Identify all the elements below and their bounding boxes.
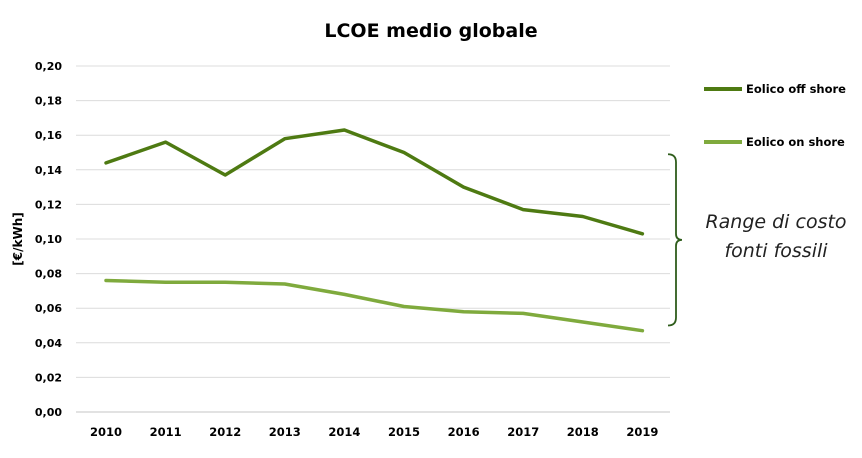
legend-item-offshore: Eolico off shore	[704, 82, 846, 96]
x-tick-label: 2012	[209, 425, 241, 439]
series-line-onshore	[104, 278, 645, 333]
x-tick-label: 2017	[507, 425, 539, 439]
y-tick-label: 0,18	[35, 95, 62, 108]
annotation-line-2: fonti fossili	[724, 240, 828, 262]
y-tick-label: 0,14	[35, 164, 62, 177]
series-line-offshore	[104, 128, 645, 236]
y-tick-label: 0,16	[35, 129, 62, 142]
x-tick-label: 2018	[567, 425, 599, 439]
legend-label-offshore: Eolico off shore	[746, 82, 846, 96]
x-tick-label: 2013	[269, 425, 301, 439]
fossil-range-annotation: Range di costo fonti fossili	[690, 208, 862, 266]
y-tick-label: 0,08	[35, 268, 62, 281]
x-tick-label: 2014	[328, 425, 360, 439]
y-tick-label: 0,00	[35, 406, 62, 419]
y-axis-ticks: 0,00 0,02 0,04 0,06 0,08 0,10 0,12 0,14 0,16 0,18…	[35, 60, 62, 419]
y-tick-label: 0,04	[35, 337, 62, 350]
y-tick-label: 0,10	[35, 233, 62, 246]
chart-title: LCOE medio globale	[324, 20, 538, 42]
y-axis-label: [€/kWh]	[11, 212, 25, 265]
curly-brace	[667, 153, 683, 327]
x-axis-ticks: 2010 2011 2012 2013 2014 2015 2016 2017 2018 2019	[90, 425, 658, 439]
x-tick-label: 2010	[90, 425, 122, 439]
legend-label-onshore: Eolico on shore	[746, 135, 845, 149]
series-lines	[104, 128, 645, 333]
x-tick-label: 2016	[448, 425, 480, 439]
y-tick-label: 0,20	[35, 60, 62, 73]
y-tick-label: 0,12	[35, 198, 62, 211]
annotation-line-1: Range di costo	[705, 211, 847, 233]
x-tick-label: 2011	[150, 425, 182, 439]
gridlines	[76, 65, 670, 413]
x-tick-label: 2019	[626, 425, 658, 439]
legend-swatch-offshore	[704, 87, 742, 91]
legend-swatch-onshore	[704, 140, 742, 144]
range-bracket	[667, 153, 683, 327]
y-tick-label: 0,02	[35, 371, 62, 384]
x-tick-label: 2015	[388, 425, 420, 439]
y-tick-label: 0,06	[35, 302, 62, 315]
legend-item-onshore: Eolico on shore	[704, 135, 845, 149]
